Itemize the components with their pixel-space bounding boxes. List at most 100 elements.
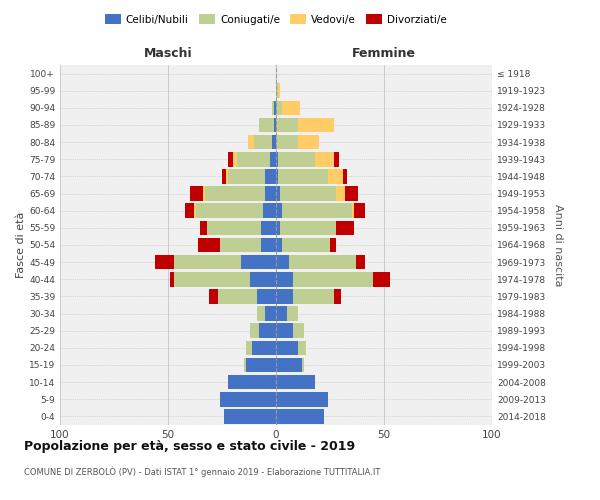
Bar [334, 289, 341, 304]
Bar [343, 169, 347, 184]
Bar [276, 84, 278, 98]
Bar [293, 289, 334, 304]
Bar [226, 169, 229, 184]
Bar [233, 152, 237, 166]
Bar [276, 100, 283, 115]
Bar [248, 135, 254, 150]
Bar [224, 409, 276, 424]
Bar [203, 186, 205, 201]
Bar [302, 358, 304, 372]
Bar [274, 118, 276, 132]
Bar [276, 272, 293, 286]
Text: Popolazione per età, sesso e stato civile - 2019: Popolazione per età, sesso e stato civil… [24, 440, 355, 453]
Bar [334, 152, 338, 166]
Bar [276, 409, 323, 424]
Bar [276, 135, 298, 150]
Bar [283, 238, 330, 252]
Bar [265, 186, 276, 201]
Bar [250, 324, 259, 338]
Y-axis label: Fasce di età: Fasce di età [16, 212, 26, 278]
Text: Maschi: Maschi [143, 47, 193, 60]
Text: COMUNE DI ZERBOLÒ (PV) - Dati ISTAT 1° gennaio 2019 - Elaborazione TUTTITALIA.IT: COMUNE DI ZERBOLÒ (PV) - Dati ISTAT 1° g… [24, 466, 380, 477]
Bar [259, 118, 274, 132]
Bar [330, 238, 337, 252]
Bar [278, 152, 315, 166]
Bar [155, 255, 175, 270]
Bar [356, 255, 365, 270]
Bar [244, 358, 246, 372]
Bar [241, 255, 276, 270]
Bar [293, 324, 304, 338]
Bar [185, 204, 194, 218]
Bar [194, 204, 196, 218]
Bar [276, 289, 293, 304]
Bar [278, 84, 280, 98]
Bar [207, 220, 261, 235]
Bar [261, 238, 276, 252]
Bar [276, 255, 289, 270]
Bar [220, 392, 276, 406]
Bar [276, 118, 298, 132]
Text: Femmine: Femmine [352, 47, 416, 60]
Bar [276, 238, 283, 252]
Legend: Celibi/Nubili, Coniugati/e, Vedovi/e, Divorziati/e: Celibi/Nubili, Coniugati/e, Vedovi/e, Di… [101, 10, 451, 29]
Bar [280, 220, 337, 235]
Bar [218, 289, 257, 304]
Bar [205, 186, 265, 201]
Bar [276, 220, 280, 235]
Bar [293, 272, 373, 286]
Bar [250, 272, 276, 286]
Bar [259, 324, 276, 338]
Bar [269, 152, 276, 166]
Bar [345, 186, 358, 201]
Bar [170, 272, 175, 286]
Bar [289, 255, 356, 270]
Bar [261, 220, 276, 235]
Bar [257, 289, 276, 304]
Bar [229, 152, 233, 166]
Bar [276, 340, 298, 355]
Bar [254, 135, 272, 150]
Bar [190, 186, 203, 201]
Bar [315, 152, 334, 166]
Bar [175, 272, 250, 286]
Bar [222, 169, 226, 184]
Bar [198, 238, 220, 252]
Bar [175, 255, 241, 270]
Bar [229, 169, 265, 184]
Bar [354, 204, 365, 218]
Bar [246, 358, 276, 372]
Bar [220, 238, 261, 252]
Bar [280, 186, 337, 201]
Bar [337, 220, 354, 235]
Bar [229, 375, 276, 390]
Bar [278, 169, 328, 184]
Y-axis label: Anni di nascita: Anni di nascita [553, 204, 563, 286]
Bar [276, 152, 278, 166]
Bar [298, 118, 334, 132]
Bar [283, 100, 300, 115]
Bar [373, 272, 391, 286]
Bar [252, 340, 276, 355]
Bar [298, 135, 319, 150]
Bar [352, 204, 354, 218]
Bar [200, 220, 207, 235]
Bar [237, 152, 269, 166]
Bar [246, 340, 252, 355]
Bar [257, 306, 265, 321]
Bar [298, 340, 306, 355]
Bar [276, 204, 283, 218]
Bar [276, 358, 302, 372]
Bar [276, 375, 315, 390]
Bar [265, 306, 276, 321]
Bar [263, 204, 276, 218]
Bar [276, 324, 293, 338]
Bar [337, 186, 345, 201]
Bar [287, 306, 298, 321]
Bar [276, 169, 278, 184]
Bar [328, 169, 343, 184]
Bar [276, 306, 287, 321]
Bar [276, 392, 328, 406]
Bar [274, 100, 276, 115]
Bar [272, 135, 276, 150]
